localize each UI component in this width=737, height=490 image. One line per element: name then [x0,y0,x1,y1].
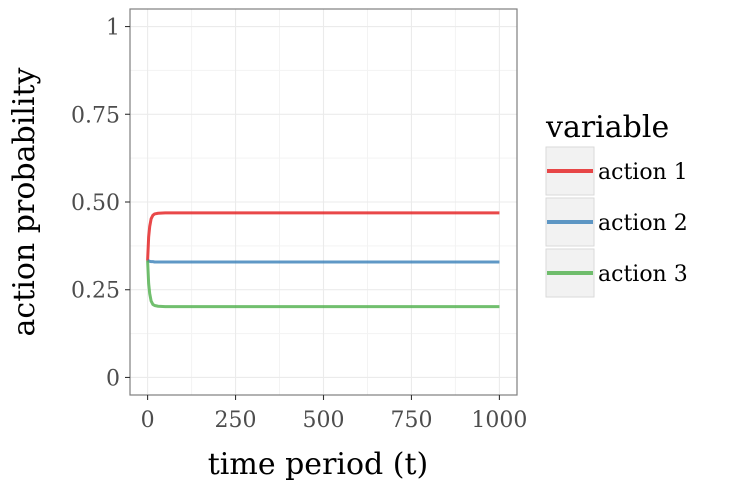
x-tick-label: 0 [141,408,155,433]
x-axis-title: time period (t) [208,447,429,482]
series-line-action-2 [147,259,500,264]
series-lines [146,211,500,309]
y-tick-label: 0 [106,366,120,391]
y-axis-title: action probability [7,67,42,336]
x-tick-label: 250 [215,408,257,433]
legend: variable action 1 action 2 action 3 [545,110,688,298]
major-gridlines [130,9,517,395]
x-tick-label: 500 [303,408,345,433]
y-tick-label: 1 [106,16,120,41]
legend-label: action 3 [598,262,688,287]
series-line-action-1 [146,211,500,261]
legend-title: variable [545,110,669,145]
legend-label: action 1 [598,160,688,185]
legend-items: action 1 action 2 action 3 [545,146,688,298]
series-line-action-3 [146,260,500,309]
y-tick-label: 0.75 [71,103,120,128]
x-tick-label: 1000 [471,408,527,433]
x-tick-label: 750 [390,408,432,433]
y-tick-label: 0.25 [71,279,120,304]
legend-label: action 2 [598,211,688,236]
x-axis-ticks: 0 250 500 750 1000 [141,395,527,433]
y-tick-label: 0.50 [71,191,120,216]
y-axis-ticks: 0 0.25 0.50 0.75 1 [71,16,130,391]
